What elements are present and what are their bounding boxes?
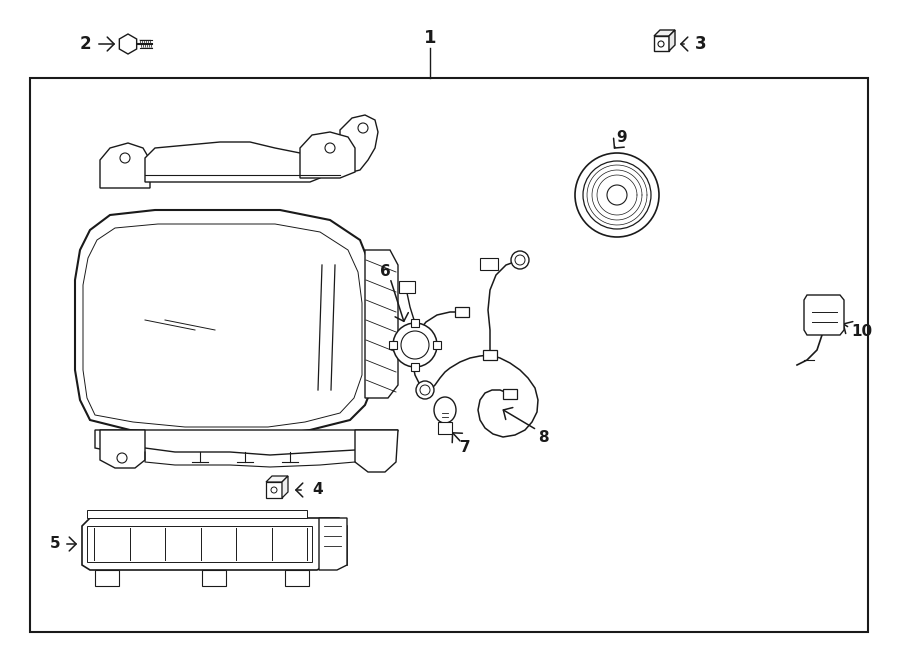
Polygon shape — [75, 210, 375, 435]
Circle shape — [583, 161, 651, 229]
Polygon shape — [669, 30, 675, 51]
Polygon shape — [83, 224, 362, 427]
Circle shape — [401, 331, 429, 359]
Text: 6: 6 — [380, 264, 391, 280]
Polygon shape — [202, 570, 226, 586]
Text: 5: 5 — [50, 537, 60, 551]
Circle shape — [416, 381, 434, 399]
Polygon shape — [100, 143, 150, 188]
Polygon shape — [340, 115, 378, 175]
Polygon shape — [266, 482, 282, 498]
Bar — [438, 422, 452, 434]
Circle shape — [658, 41, 664, 47]
Text: 2: 2 — [79, 35, 91, 53]
Bar — [389, 341, 397, 349]
Bar — [411, 363, 419, 371]
Circle shape — [515, 255, 525, 265]
Bar — [480, 258, 498, 270]
Bar — [483, 350, 497, 360]
Polygon shape — [120, 34, 137, 54]
Polygon shape — [365, 250, 398, 398]
Circle shape — [358, 123, 368, 133]
Polygon shape — [654, 36, 669, 51]
Polygon shape — [145, 142, 320, 182]
Polygon shape — [100, 430, 145, 468]
Circle shape — [420, 385, 430, 395]
Bar — [433, 341, 441, 349]
Text: 8: 8 — [537, 430, 548, 446]
Circle shape — [393, 323, 437, 367]
Polygon shape — [87, 526, 312, 562]
Ellipse shape — [434, 397, 456, 423]
Circle shape — [271, 487, 277, 493]
Text: 7: 7 — [460, 440, 471, 455]
Text: 4: 4 — [312, 483, 323, 498]
Bar — [30, 78, 868, 632]
Polygon shape — [82, 518, 347, 570]
Circle shape — [511, 251, 529, 269]
Polygon shape — [319, 518, 347, 570]
Polygon shape — [266, 476, 288, 482]
Polygon shape — [654, 30, 675, 36]
Circle shape — [120, 153, 130, 163]
Text: 3: 3 — [695, 35, 707, 53]
Polygon shape — [355, 430, 398, 472]
Circle shape — [575, 153, 659, 237]
Polygon shape — [95, 570, 119, 586]
Polygon shape — [804, 295, 844, 335]
Polygon shape — [87, 510, 307, 518]
Circle shape — [607, 185, 627, 205]
Text: 1: 1 — [424, 29, 436, 47]
Polygon shape — [282, 476, 288, 498]
Circle shape — [117, 453, 127, 463]
Polygon shape — [300, 132, 355, 178]
Bar — [411, 319, 419, 327]
Polygon shape — [285, 570, 309, 586]
Text: 9: 9 — [616, 130, 627, 145]
Bar — [503, 389, 517, 399]
Bar — [399, 281, 415, 293]
Circle shape — [325, 143, 335, 153]
Text: 10: 10 — [851, 325, 873, 340]
Polygon shape — [95, 430, 398, 455]
Bar — [455, 307, 469, 317]
